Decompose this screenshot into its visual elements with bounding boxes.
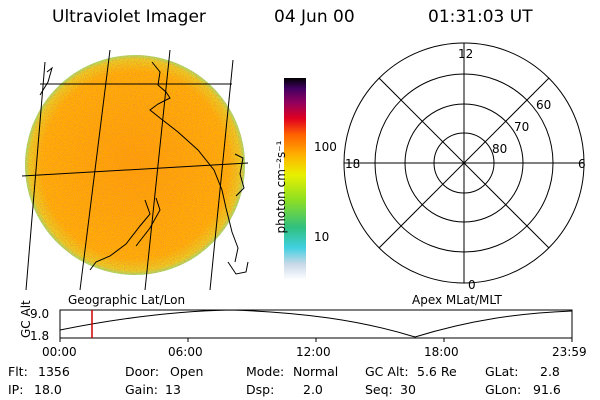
dsp-label: Dsp: bbox=[246, 382, 275, 397]
ip-label: IP: bbox=[8, 382, 24, 397]
mlat-label-80: 80 bbox=[492, 142, 508, 156]
coastlines bbox=[39, 61, 249, 275]
apex-grid-label: Apex MLat/MLT bbox=[412, 293, 502, 307]
timeline-xtick-1200: 12:00 bbox=[296, 345, 331, 359]
gain-value: 13 bbox=[165, 382, 181, 397]
timeline-xtick-0000: 00:00 bbox=[42, 345, 77, 359]
timeline-xtick-1800: 18:00 bbox=[424, 345, 459, 359]
gain-label: Gain: bbox=[125, 382, 158, 397]
flt-value: 1356 bbox=[38, 364, 70, 379]
time-label: 01:31:03 UT bbox=[428, 7, 533, 27]
door-label: Door: bbox=[125, 364, 160, 379]
colorbar-tick-100: 100 bbox=[314, 140, 337, 154]
mlat-label-60: 60 bbox=[536, 98, 552, 112]
mlat-label-70: 70 bbox=[514, 120, 530, 134]
mlt-label-18: 18 bbox=[345, 157, 361, 171]
color-scale-bar bbox=[284, 78, 306, 280]
timeline-xtick-2359: 23:59 bbox=[552, 345, 587, 359]
glat-label: GLat: bbox=[485, 364, 519, 379]
instrument-title: Ultraviolet Imager bbox=[52, 7, 206, 27]
gcalt-value: 5.6 Re bbox=[417, 364, 457, 379]
colorbar-tick-10: 10 bbox=[314, 230, 330, 244]
timeline-ytick-1_8: 1.8 bbox=[30, 329, 50, 343]
geographic-grid bbox=[21, 49, 249, 291]
glon-label: GLon: bbox=[485, 382, 522, 397]
mlt-label-6: 6 bbox=[578, 157, 586, 171]
flt-label: Flt: bbox=[8, 364, 28, 379]
plot-frame bbox=[59, 309, 573, 339]
altitude-curve bbox=[59, 309, 573, 338]
mlt-label-0: 0 bbox=[468, 278, 476, 292]
polar-grid bbox=[343, 42, 585, 284]
seq-label: Seq: bbox=[365, 382, 393, 397]
mode-label: Mode: bbox=[246, 364, 285, 379]
timeline-xtick-0600: 06:00 bbox=[168, 345, 203, 359]
glat-value: 2.8 bbox=[540, 364, 560, 379]
geographic-grid-label: Geographic Lat/Lon bbox=[68, 293, 186, 307]
dsp-value: 2.0 bbox=[303, 382, 323, 397]
date-label: 04 Jun 00 bbox=[274, 7, 355, 27]
glon-value: 91.6 bbox=[533, 382, 561, 397]
mode-value: Normal bbox=[293, 364, 339, 379]
colorbar-unit-label: photon cm⁻²s⁻¹ bbox=[274, 140, 288, 234]
door-value: Open bbox=[170, 364, 204, 379]
timeline-ytick-9: 9.0 bbox=[30, 307, 50, 321]
ip-value: 18.0 bbox=[34, 382, 62, 397]
mlt-label-12: 12 bbox=[458, 47, 474, 61]
gcalt-label: GC Alt: bbox=[365, 364, 409, 379]
seq-value: 30 bbox=[400, 382, 416, 397]
orbit-altitude-plot bbox=[59, 309, 573, 342]
